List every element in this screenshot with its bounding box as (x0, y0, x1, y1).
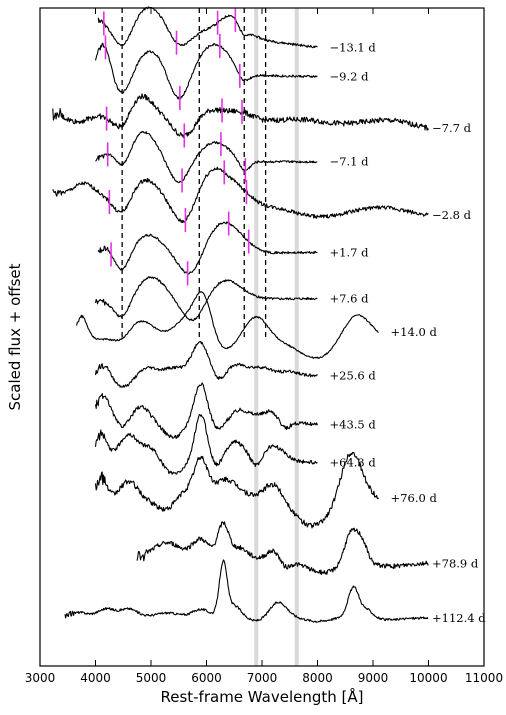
epoch-labels: −13.1 d −9.2 d −7.7 d −7.1 d −2.8 d +1.7 d +7.… (330, 40, 487, 625)
x-tick-label: 11000 (465, 671, 503, 685)
epoch-label-5: −2.8 d (432, 208, 472, 222)
spectrum-line-14 (64, 559, 429, 623)
reference-lines (121, 8, 267, 340)
epoch-label-11: +64.3 d (330, 455, 377, 469)
epoch-label-1: −13.1 d (330, 40, 377, 54)
telluric-bands (254, 8, 299, 666)
spectrum-line-13 (136, 521, 429, 575)
spectrum-line-6 (97, 221, 318, 275)
epoch-label-12: +76.0 d (391, 491, 438, 505)
telluric-band-1 (254, 8, 259, 666)
spectra-group (52, 6, 429, 623)
spectrum-line-12 (94, 451, 379, 529)
epoch-label-14: +112.4 d (432, 611, 486, 625)
epoch-label-7: +7.6 d (330, 292, 370, 306)
epoch-label-3: −7.7 d (432, 121, 472, 135)
x-tick-label: 5000 (136, 671, 167, 685)
epoch-label-9: +25.6 d (330, 368, 377, 382)
y-axis-label: Scaled flux + offset (6, 263, 24, 410)
epoch-label-8: +14.0 d (391, 325, 438, 339)
epoch-label-10: +43.5 d (330, 417, 377, 431)
spectrum-line-5 (52, 166, 429, 224)
spectrum-line-7 (94, 276, 318, 322)
x-tick-label: 9000 (358, 671, 389, 685)
x-tick-label: 3000 (25, 671, 56, 685)
x-tick-label: 6000 (191, 671, 222, 685)
spectrum-line-4 (95, 130, 318, 184)
epoch-label-2: −9.2 d (330, 70, 370, 84)
x-tick-label: 4000 (80, 671, 111, 685)
epoch-label-4: −7.1 d (330, 155, 370, 169)
x-tick-label: 7000 (247, 671, 278, 685)
telluric-band-2 (294, 8, 299, 666)
spectrum-line-11 (94, 414, 318, 475)
x-axis-label: Rest-frame Wavelength [Å] (160, 687, 363, 706)
epoch-label-13: +78.9 d (432, 556, 479, 570)
spectrum-line-2 (94, 42, 318, 100)
x-tick-label: 10000 (409, 671, 447, 685)
line-markers (103, 8, 250, 286)
x-tick-label: 8000 (302, 671, 333, 685)
x-axis: 3000 4000 5000 6000 7000 8000 9000 10000 11000 (25, 8, 503, 685)
spectrum-line-1 (97, 6, 318, 49)
spectrum-line-10 (94, 382, 318, 439)
spectrum-line-9 (94, 340, 318, 388)
epoch-label-6: +1.7 d (330, 246, 370, 260)
spectrum-line-8 (76, 291, 379, 359)
spectrum-line-3 (52, 93, 429, 138)
